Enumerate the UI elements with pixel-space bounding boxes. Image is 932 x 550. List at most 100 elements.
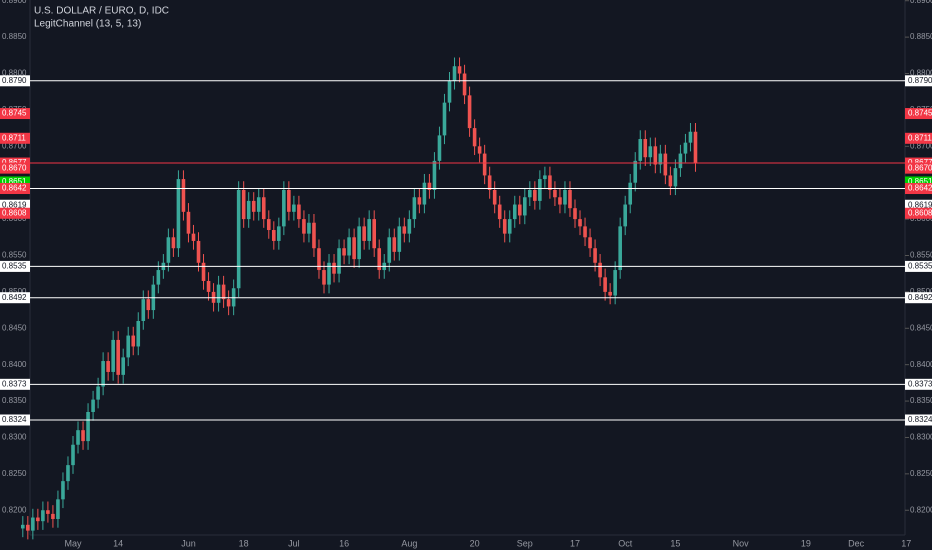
x-tick-label: Jul [288,538,300,548]
price-label-box [0,378,30,390]
price-label-left: 0.8790 [2,76,27,85]
candle-body [447,80,452,103]
y-tick-label: 0.8400 [910,360,932,369]
candle-body [472,128,477,147]
x-tick-label: Nov [733,538,750,548]
candle-body [121,357,125,375]
price-label-box [905,378,932,390]
candle-body [111,339,115,372]
candle-body [236,189,241,289]
candle-body [608,291,612,296]
candle-body [367,219,371,241]
price-label-left: 0.8642 [2,184,27,193]
candle-body [191,233,196,241]
x-tick-label: Oct [618,538,633,548]
candle-body [598,262,602,278]
candle-body [31,517,35,531]
candle-body [362,226,366,241]
candle-body [26,524,30,531]
candle-body [81,430,85,442]
candle-body [487,175,492,190]
candle-body [693,131,698,164]
y-tick-label-left: 0.8500 [2,287,27,296]
candle-body [246,200,251,220]
price-label: 0.8492 [908,293,932,302]
price-label-box [905,414,932,426]
y-tick-label: 0.8700 [910,141,932,150]
x-tick-label: 17 [901,538,911,548]
candle-body [86,411,90,442]
candle-body [593,248,597,263]
price-label-left: 0.8651 [2,177,27,186]
candle-body [41,510,45,522]
candle-body [66,465,70,482]
price-label-left: 0.8745 [2,109,27,118]
candle-body [372,219,376,249]
candle-body [181,179,186,212]
price-label-left: 0.8608 [2,208,27,217]
candle-body [422,182,427,205]
y-tick-label-left: 0.8900 [2,0,27,5]
candle-body [548,175,552,190]
x-tick-label: 20 [470,538,480,548]
y-tick-label: 0.8850 [910,32,932,41]
price-label-box [0,207,30,219]
price-label-box [0,414,30,426]
y-tick-label-left: 0.8850 [2,32,27,41]
candle-body [588,237,592,249]
y-tick-label-left: 0.8550 [2,251,27,260]
candle-body [638,139,643,161]
candle-body [226,299,231,307]
price-label: 0.8711 [908,133,932,142]
price-label-left: 0.8492 [2,293,27,302]
candle-body [492,189,497,205]
price-label-left: 0.8324 [2,415,27,424]
candle-body [36,517,40,522]
candle-body [543,175,547,180]
candle-body [136,321,141,347]
candle-body [678,153,683,169]
candle-body [497,204,502,220]
candle-body [663,153,668,176]
price-label-box [905,207,932,219]
candle-body [558,197,562,205]
candle-body [412,197,417,220]
price-label: 0.8790 [908,76,932,85]
candle-body [407,219,412,234]
y-tick-label-left: 0.8450 [2,323,27,332]
candle-body [352,237,356,260]
candle-body [457,66,462,74]
candle-body [256,197,261,212]
y-tick-label: 0.8300 [910,433,932,442]
price-label-box [0,75,30,87]
candle-body [482,153,487,176]
candle-body [302,219,306,234]
candle-body [618,226,622,271]
candle-body [658,153,663,165]
price-label-box [905,132,932,144]
candle-body [61,481,65,500]
x-tick-label: 16 [339,538,349,548]
candle-body [71,444,75,466]
candle-body [633,160,638,183]
candle-body [332,262,336,274]
candle-body [282,189,286,227]
y-tick-label: 0.8500 [910,287,932,296]
price-label-left: 0.8619 [2,200,27,209]
price-label-box [905,260,932,272]
price-label-left: 0.8535 [2,262,27,271]
candle-body [131,335,136,347]
candle-body [206,280,211,292]
candle-body [221,284,226,300]
candle-body [533,189,537,201]
price-label-left: 0.8711 [2,133,26,142]
price-markers: 0.8790 0.8790 0.8745 0.8745 0.8711 0.8711 0.86… [0,75,932,426]
y-tick-label-left: 0.8700 [2,141,27,150]
candle-body [387,237,392,263]
price-label-box [905,108,932,120]
price-label: 0.8608 [908,208,932,217]
candle-body [668,175,673,187]
candle-body [538,179,542,201]
price-label: 0.8324 [908,415,932,424]
